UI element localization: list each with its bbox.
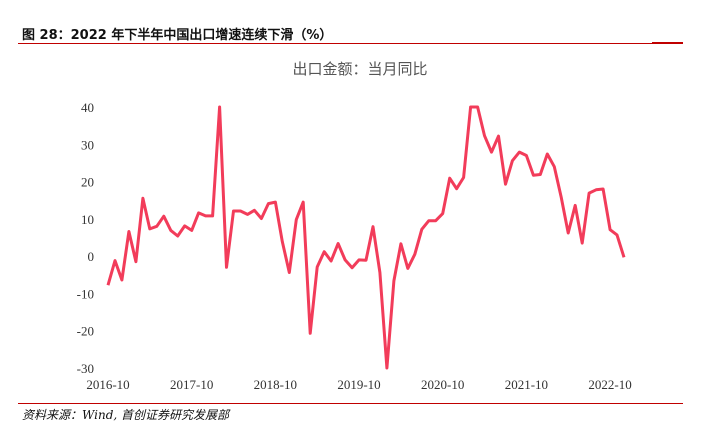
series-line [106,105,626,370]
y-tick-label: 20 [81,175,94,190]
y-tick-label: -20 [77,324,94,339]
bottom-divider [18,403,683,404]
x-tick-label: 2017-10 [170,377,213,392]
x-tick-label: 2022-10 [588,377,631,392]
y-tick-label: 0 [88,249,95,264]
source-note: 资料来源：Wind, 首创证券研究发展部 [22,408,230,422]
x-tick-label: 2016-10 [86,377,129,392]
y-tick-label: -30 [77,361,94,376]
x-tick-label: 2018-10 [254,377,297,392]
y-tick-label: 40 [81,100,94,115]
figure-caption: 图 28：2022 年下半年中国出口增速连续下滑（%） [22,28,333,43]
y-tick-label: 10 [81,212,94,227]
x-tick-label: 2019-10 [337,377,380,392]
plot-area [106,105,626,370]
x-tick-label: 2021-10 [505,377,548,392]
x-tick-label: 2020-10 [421,377,464,392]
y-tick-label: 30 [81,137,94,152]
chart-title: 出口金额：当月同比 [292,60,427,78]
y-tick-label: -10 [77,286,94,301]
y-axis: 40 30 20 10 0 -10 -20 -30 [77,100,94,376]
top-divider-accent [652,42,683,44]
x-axis: 2016-10 2017-10 2018-10 2019-10 2020-10 2021-… [86,377,631,392]
line-chart: 出口金额：当月同比 40 30 20 10 0 -10 -20 -30 2016-10 2017… [77,60,632,392]
top-divider [18,43,683,44]
